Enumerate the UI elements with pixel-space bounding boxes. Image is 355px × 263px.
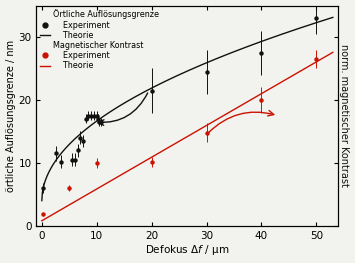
Y-axis label: örtliche Auflösungsgrenze / nm: örtliche Auflösungsgrenze / nm — [6, 40, 16, 192]
X-axis label: Defokus Δ$f$ / µm: Defokus Δ$f$ / µm — [145, 244, 230, 257]
Legend: Örtliche Auflösungsgrenze,     Experiment,     Theorie, Magnetischer Kontrast,  : Örtliche Auflösungsgrenze, Experiment, T… — [39, 8, 161, 72]
Y-axis label: norm. magnetischer Kontrast: norm. magnetischer Kontrast — [339, 44, 349, 187]
